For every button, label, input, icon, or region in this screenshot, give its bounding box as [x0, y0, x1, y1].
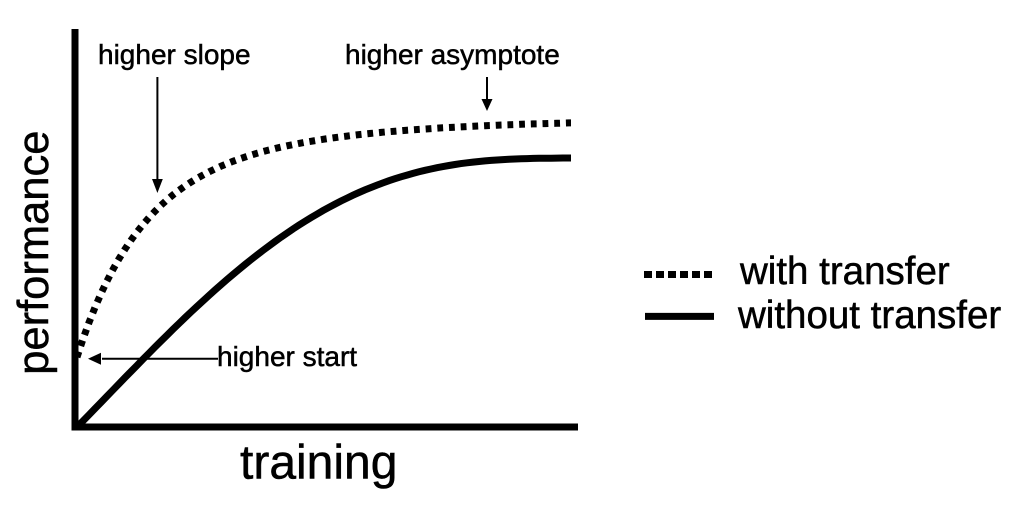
svg-text:higher asymptote: higher asymptote [345, 39, 560, 70]
svg-text:training: training [240, 437, 397, 490]
svg-text:higher start: higher start [217, 341, 357, 372]
svg-text:higher slope: higher slope [98, 39, 251, 70]
svg-text:performance: performance [10, 131, 58, 375]
svg-text:with transfer: with transfer [739, 250, 950, 293]
svg-text:without transfer: without transfer [737, 294, 1001, 337]
